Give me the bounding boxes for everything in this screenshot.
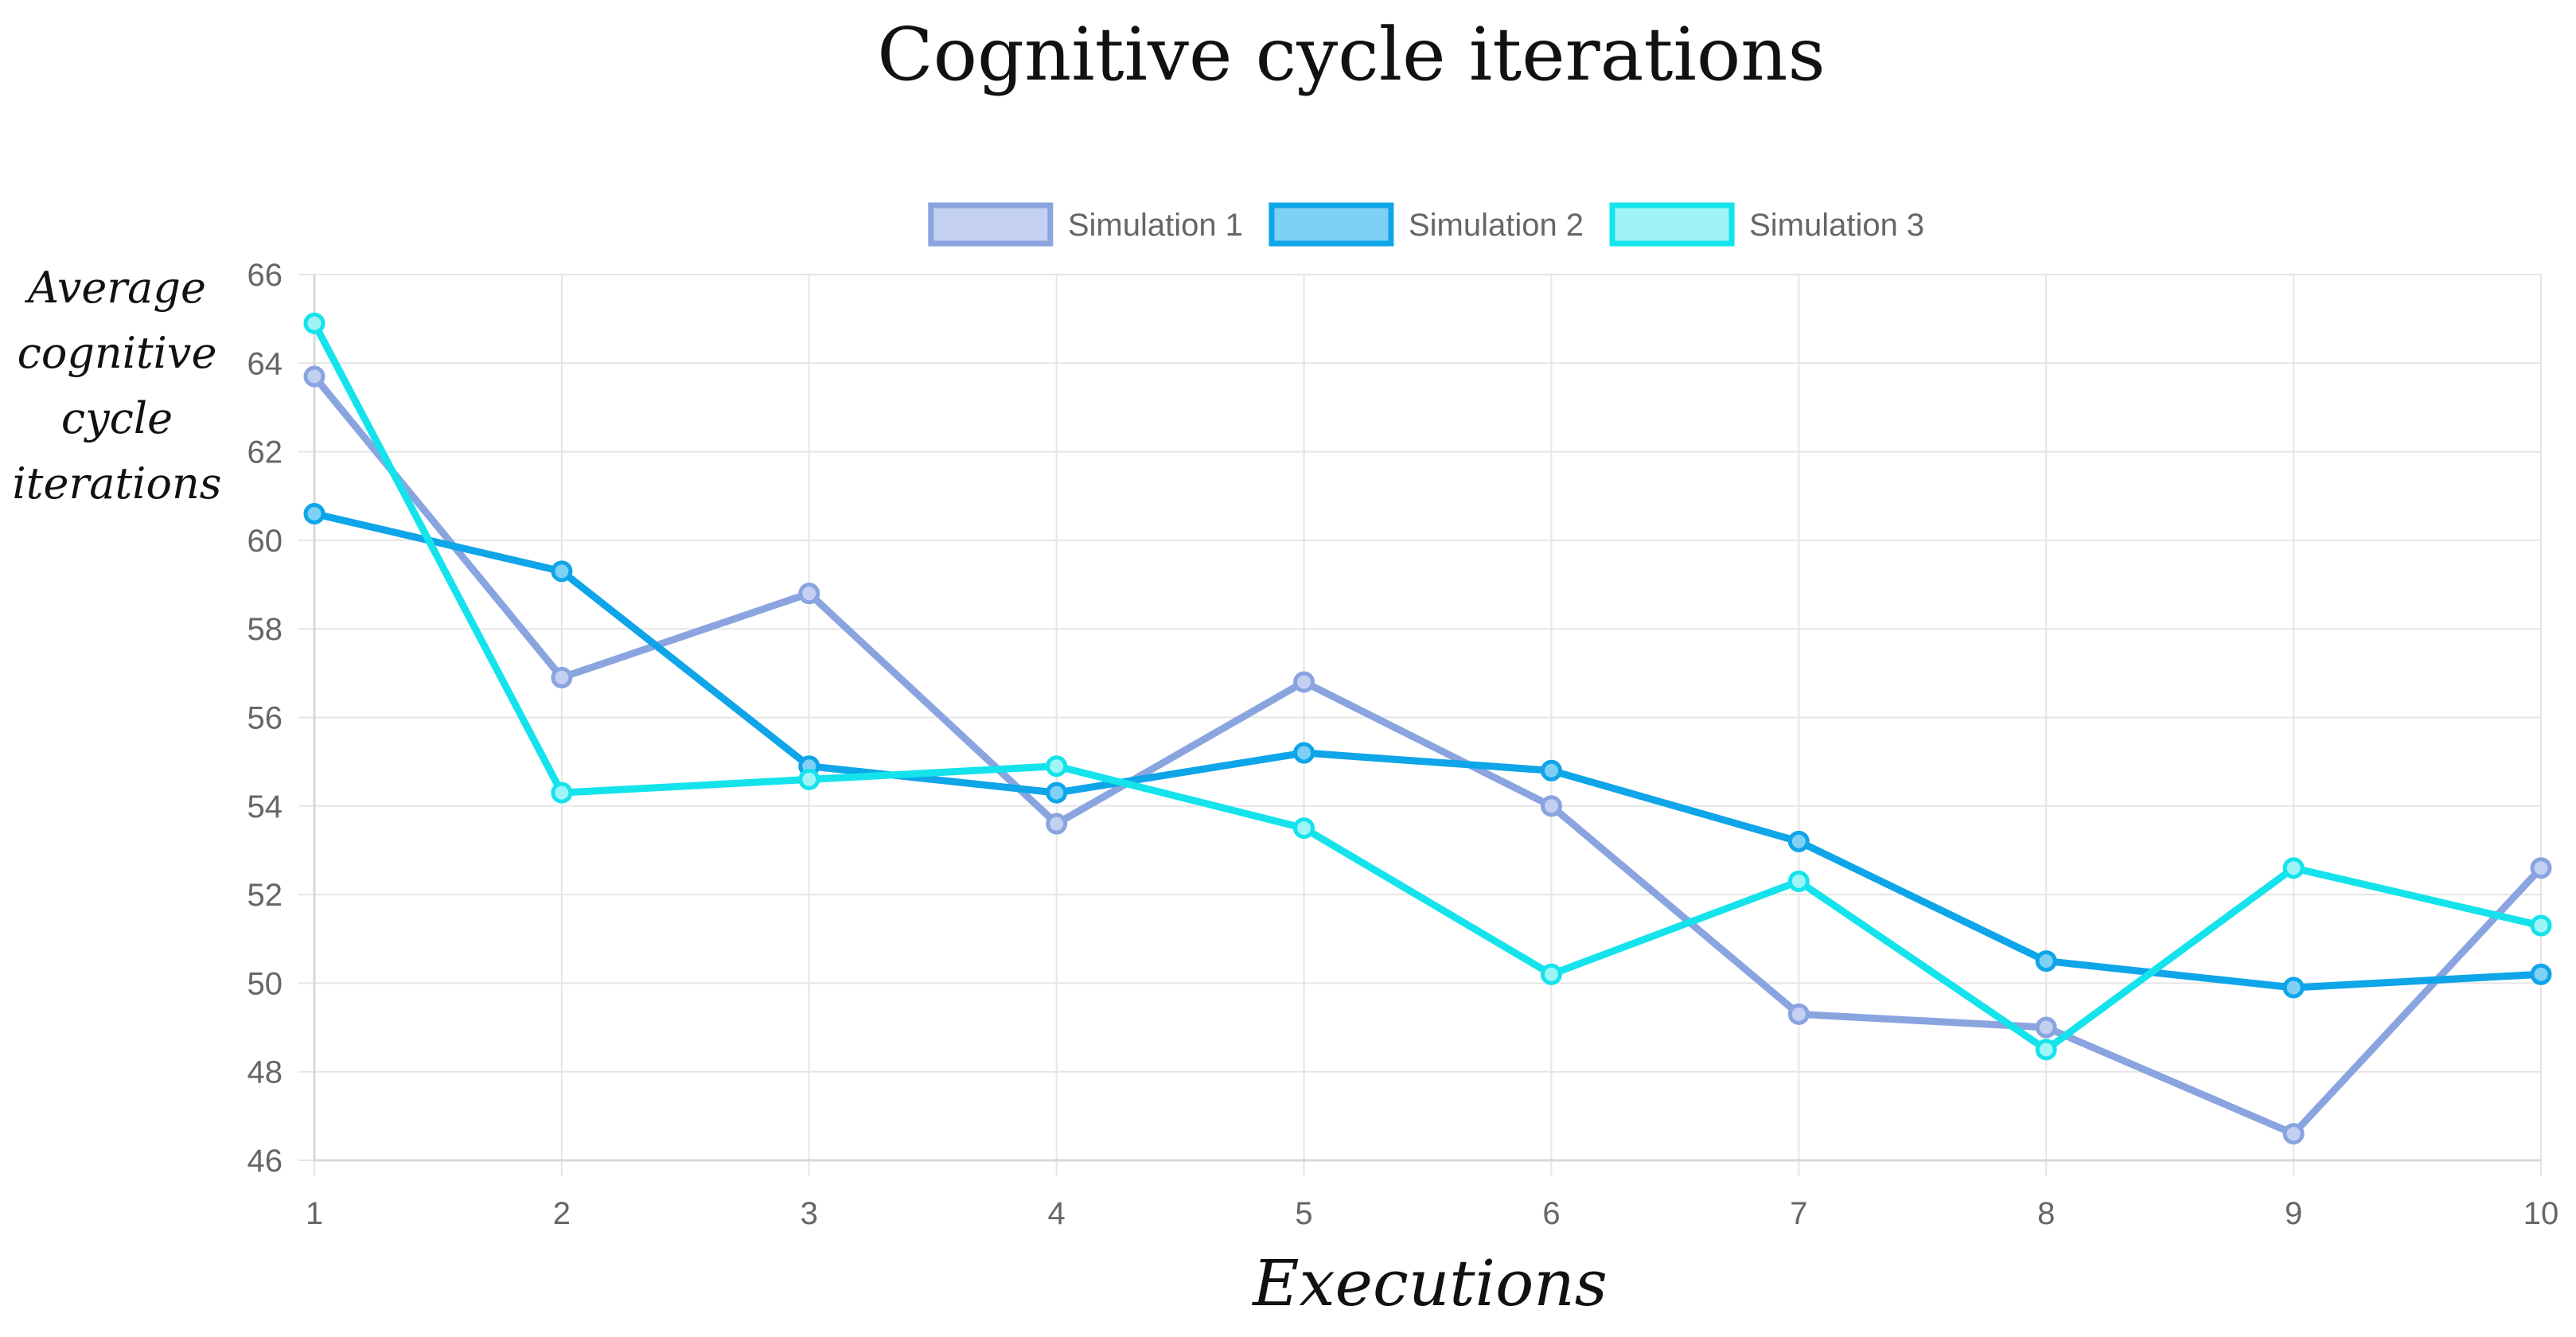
data-point[interactable] <box>303 365 325 388</box>
y-tick-label: 60 <box>247 524 283 559</box>
data-point[interactable] <box>2035 950 2057 973</box>
data-point[interactable] <box>1046 782 1068 804</box>
x-tick-label: 6 <box>1542 1196 1560 1231</box>
legend-item-simulation-2[interactable]: Simulation 2 <box>1269 202 1584 247</box>
legend-item-simulation-3[interactable]: Simulation 3 <box>1609 202 1924 247</box>
axes <box>313 275 2541 1162</box>
chart-title: Cognitive cycle iterations <box>877 12 1825 97</box>
y-tick-label: 48 <box>247 1055 283 1090</box>
data-point[interactable] <box>551 782 573 804</box>
y-tick-label: 62 <box>247 435 283 470</box>
legend: Simulation 1 Simulation 2 Simulation 3 <box>928 202 1924 247</box>
x-tick-label: 10 <box>2523 1196 2559 1231</box>
x-tick-label: 8 <box>2037 1196 2055 1231</box>
y-tick-label: 46 <box>247 1144 283 1179</box>
y-axis-label-line: cycle <box>61 393 173 443</box>
data-point[interactable] <box>1293 817 1315 840</box>
x-axis-label: Executions <box>1251 1246 1608 1320</box>
data-point[interactable] <box>1293 671 1315 693</box>
legend-swatch <box>1269 202 1394 247</box>
data-point[interactable] <box>1787 830 1810 852</box>
data-point[interactable] <box>2035 1016 2057 1039</box>
x-tick-label: 4 <box>1048 1196 1066 1231</box>
data-point[interactable] <box>1540 963 1562 985</box>
y-tick-label: 58 <box>247 612 283 647</box>
y-axis-label-line: iterations <box>13 458 222 509</box>
x-tick-label: 9 <box>2285 1196 2302 1231</box>
y-axis-ticks: 46 48 50 52 54 56 58 60 62 64 66 <box>247 258 283 1179</box>
x-tick-label: 2 <box>553 1196 571 1231</box>
y-tick-label: 50 <box>247 966 283 1001</box>
series-2 <box>303 503 2552 999</box>
x-tick-label: 7 <box>1790 1196 1807 1231</box>
y-axis-label: Average cognitive cycle iterations <box>13 263 222 509</box>
y-tick-label: 64 <box>247 346 283 381</box>
legend-label: Simulation 2 <box>1409 208 1584 243</box>
data-point[interactable] <box>551 560 573 583</box>
y-tick-label: 54 <box>247 789 283 824</box>
data-point[interactable] <box>551 666 573 688</box>
x-axis-ticks: 1 2 3 4 5 6 7 8 9 10 <box>306 1196 2558 1231</box>
y-tick-label: 66 <box>247 258 283 293</box>
data-point[interactable] <box>1046 755 1068 778</box>
data-point[interactable] <box>2035 1039 2057 1061</box>
legend-label: Simulation 3 <box>1749 208 1924 243</box>
data-point[interactable] <box>2282 857 2305 879</box>
legend-swatch <box>928 202 1054 247</box>
data-point[interactable] <box>1787 1003 1810 1025</box>
x-tick-label: 1 <box>306 1196 323 1231</box>
x-tick-label: 5 <box>1295 1196 1312 1231</box>
data-point[interactable] <box>1293 742 1315 764</box>
series-line <box>310 319 2545 1054</box>
grid <box>298 274 2542 1176</box>
data-point[interactable] <box>1540 795 1562 817</box>
data-point[interactable] <box>2530 963 2552 985</box>
series-line <box>310 372 2545 1138</box>
y-tick-label: 56 <box>247 701 283 736</box>
legend-item-simulation-1[interactable]: Simulation 1 <box>928 202 1243 247</box>
legend-swatch <box>1609 202 1735 247</box>
series-line <box>310 510 2545 992</box>
data-point[interactable] <box>303 503 325 525</box>
series-layer <box>303 312 2552 1145</box>
y-axis-label-line: Average <box>24 263 206 313</box>
data-point[interactable] <box>303 312 325 334</box>
data-point[interactable] <box>1046 813 1068 835</box>
data-point[interactable] <box>2530 857 2552 879</box>
data-point[interactable] <box>2282 976 2305 999</box>
data-point[interactable] <box>1540 759 1562 782</box>
data-point[interactable] <box>1787 870 1810 892</box>
data-point[interactable] <box>2530 914 2552 937</box>
x-tick-label: 3 <box>801 1196 818 1231</box>
data-point[interactable] <box>798 768 820 790</box>
y-tick-label: 52 <box>247 878 283 913</box>
series-3 <box>303 312 2552 1061</box>
data-point[interactable] <box>2282 1123 2305 1145</box>
legend-label: Simulation 1 <box>1068 208 1243 243</box>
series-1 <box>303 365 2552 1145</box>
y-axis-label-line: cognitive <box>18 328 217 378</box>
data-point[interactable] <box>798 583 820 605</box>
